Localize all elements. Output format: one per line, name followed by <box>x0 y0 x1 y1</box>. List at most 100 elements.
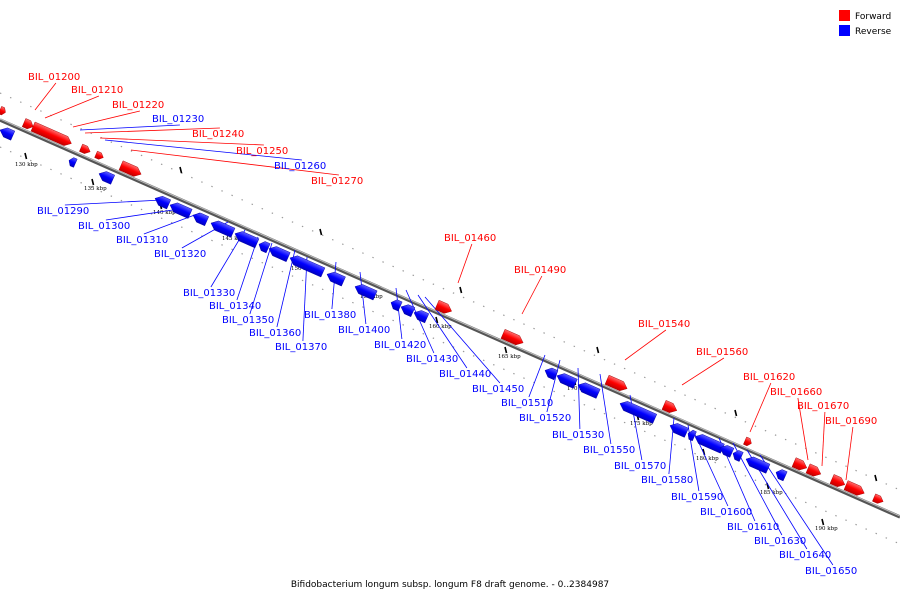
gene-label[interactable]: BIL_01520 <box>519 413 571 424</box>
gene-label[interactable]: BIL_01550 <box>583 445 635 456</box>
gene-label[interactable]: BIL_01340 <box>209 301 261 312</box>
forward-gene-shape <box>118 160 142 177</box>
gene-label[interactable]: BIL_01220 <box>112 100 164 111</box>
reverse-gene-shape <box>68 157 78 168</box>
reverse-gene-arrow[interactable] <box>288 253 326 278</box>
forward-gene-arrow[interactable] <box>604 374 629 393</box>
gene-label[interactable]: BIL_01630 <box>754 536 806 547</box>
reverse-gene-arrow[interactable] <box>744 454 771 474</box>
reverse-gene-arrow[interactable] <box>191 211 210 227</box>
reverse-gene-arrow[interactable] <box>412 308 430 324</box>
gene-label[interactable]: BIL_01610 <box>727 522 779 533</box>
gene-label[interactable]: BIL_01440 <box>439 369 491 380</box>
gene-label[interactable]: BIL_01640 <box>779 550 831 561</box>
gene-label[interactable]: BIL_01450 <box>472 384 524 395</box>
forward-gene-arrow[interactable] <box>829 474 847 489</box>
forward-gene-arrow[interactable] <box>30 121 73 148</box>
gene-label[interactable]: BIL_01290 <box>37 206 89 217</box>
forward-gene-shape <box>434 299 452 314</box>
gene-label[interactable]: BIL_01310 <box>116 235 168 246</box>
forward-gene-arrow[interactable] <box>118 160 143 179</box>
gene-label[interactable]: BIL_01360 <box>249 328 301 339</box>
gene-label[interactable]: BIL_01660 <box>770 387 822 398</box>
gene-label[interactable]: BIL_01300 <box>78 221 130 232</box>
reverse-gene-shape <box>192 212 210 227</box>
gene-label[interactable]: BIL_01350 <box>222 315 274 326</box>
reverse-gene-arrow[interactable] <box>168 200 193 219</box>
reverse-gene-arrow[interactable] <box>0 125 16 141</box>
reverse-gene-arrow[interactable] <box>153 194 172 210</box>
gene-label[interactable]: BIL_01690 <box>825 416 877 427</box>
reverse-gene-arrow[interactable] <box>97 169 116 185</box>
gene-label[interactable]: BIL_01650 <box>805 566 857 577</box>
forward-gene-arrow[interactable] <box>843 480 866 498</box>
scale-tick-label: 135 kbp <box>84 186 107 192</box>
label-leader-line <box>546 359 561 413</box>
reverse-gene-arrow[interactable] <box>67 156 78 168</box>
forward-gene-arrow[interactable] <box>79 143 91 155</box>
reverse-gene-arrow[interactable] <box>555 371 578 389</box>
gene-label[interactable]: BIL_01200 <box>28 72 80 83</box>
gene-label[interactable]: BIL_01420 <box>374 340 426 351</box>
gene-label[interactable]: BIL_01490 <box>514 265 566 276</box>
reverse-gene-arrow[interactable] <box>233 229 260 249</box>
forward-gene-arrow[interactable] <box>743 436 753 447</box>
forward-gene-arrow[interactable] <box>805 463 823 479</box>
gene-label[interactable]: BIL_01270 <box>311 176 363 187</box>
reverse-gene-shape <box>669 423 689 438</box>
reverse-gene-arrow[interactable] <box>718 443 735 458</box>
reverse-gene-arrow[interactable] <box>267 244 291 262</box>
gene-label[interactable]: BIL_01590 <box>671 492 723 503</box>
gene-label[interactable]: BIL_01600 <box>700 507 752 518</box>
reverse-gene-shape <box>98 171 116 185</box>
gene-label[interactable]: BIL_01430 <box>406 354 458 365</box>
label-leader-line <box>130 149 339 176</box>
gene-label[interactable]: BIL_01210 <box>71 85 123 96</box>
gene-label[interactable]: BIL_01370 <box>275 342 327 353</box>
gene-labels: BIL_01200 BIL_01210 BIL_01220 BIL_01230 BIL_… <box>28 72 877 577</box>
scale-tick-mark <box>504 346 508 354</box>
gene-label[interactable]: BIL_01260 <box>274 161 326 172</box>
forward-gene-arrow[interactable] <box>94 150 105 161</box>
gene-label[interactable]: BIL_01620 <box>743 372 795 383</box>
forward-gene-arrow[interactable] <box>791 457 809 473</box>
reverse-gene-arrow[interactable] <box>209 218 236 238</box>
forward-gene-arrow[interactable] <box>872 493 884 505</box>
gene-label[interactable]: BIL_01560 <box>696 347 748 358</box>
reverse-gene-arrow[interactable] <box>257 240 271 254</box>
forward-gene-arrow[interactable] <box>21 118 35 130</box>
reverse-gene-arrow[interactable] <box>774 468 788 482</box>
gene-label[interactable]: BIL_01320 <box>154 249 206 260</box>
reverse-gene-arrow[interactable] <box>576 380 601 399</box>
reverse-gene-arrow[interactable] <box>693 432 725 454</box>
gene-label[interactable]: BIL_01580 <box>641 475 693 486</box>
gene-label[interactable]: BIL_01540 <box>638 319 690 330</box>
reverse-gene-arrow[interactable] <box>325 270 346 287</box>
gene-label[interactable]: BIL_01510 <box>501 398 553 409</box>
reverse-gene-arrow[interactable] <box>399 302 416 317</box>
label-leader-line <box>395 287 403 340</box>
gene-label[interactable]: BIL_01250 <box>236 146 288 157</box>
reverse-gene-arrow[interactable] <box>543 366 559 381</box>
forward-gene-arrow[interactable] <box>434 299 454 316</box>
reverse-gene-arrow[interactable] <box>686 429 697 442</box>
gene-label[interactable]: BIL_01670 <box>797 401 849 412</box>
gene-label[interactable]: BIL_01460 <box>444 233 496 244</box>
reverse-gene-arrow[interactable] <box>389 298 403 312</box>
gene-label[interactable]: BIL_01570 <box>614 461 666 472</box>
reverse-gene-arrow[interactable] <box>731 449 744 462</box>
reverse-gene-arrow[interactable] <box>618 399 658 424</box>
reverse-gene-arrow[interactable] <box>668 421 689 438</box>
forward-gene-arrow[interactable] <box>0 106 7 116</box>
gene-label[interactable]: BIL_01330 <box>183 288 235 299</box>
gene-label[interactable]: BIL_01230 <box>152 114 204 125</box>
forward-gene-arrow[interactable] <box>661 400 679 415</box>
reverse-gene-shape <box>0 127 16 141</box>
reverse-gene-arrow[interactable] <box>353 282 378 301</box>
forward-gene-arrow[interactable] <box>500 329 525 347</box>
gene-label[interactable]: BIL_01240 <box>192 129 244 140</box>
gene-label[interactable]: BIL_01400 <box>338 325 390 336</box>
gene-label[interactable]: BIL_01380 <box>304 310 356 321</box>
gene-label[interactable]: BIL_01530 <box>552 430 604 441</box>
label-leader-line <box>64 199 163 206</box>
